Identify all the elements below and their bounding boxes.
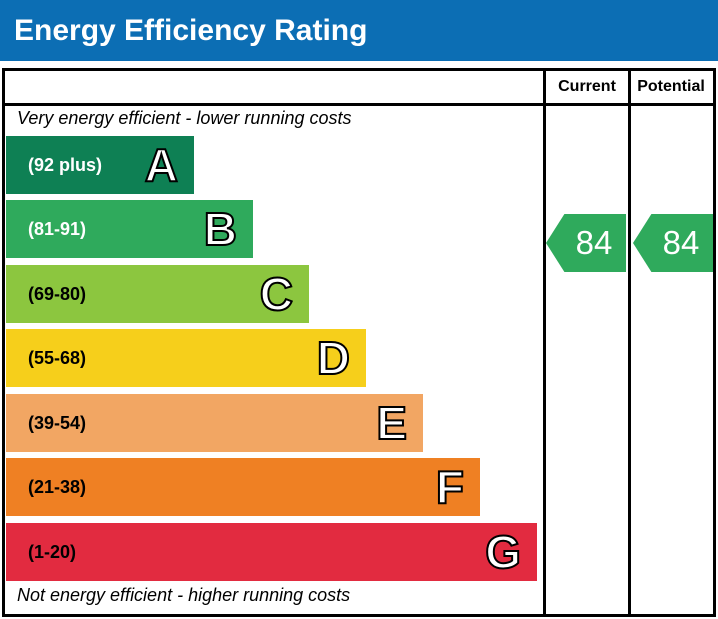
band-range-label: (92 plus)	[28, 154, 103, 175]
band-letter: C	[259, 268, 294, 320]
band-letter: B	[203, 203, 238, 255]
potential-rating-arrow: 84	[633, 214, 713, 272]
band-row-g: (1-20) G	[6, 523, 537, 581]
band-letter: D	[316, 332, 351, 384]
band-range-label: (69-80)	[28, 283, 87, 304]
band-range-label: (81-91)	[28, 218, 87, 239]
bottom-note: Not energy efficient - higher running co…	[17, 585, 351, 605]
band-range-label: (21-38)	[28, 476, 87, 497]
potential-rating-value: 84	[662, 224, 700, 261]
current-rating-arrow: 84	[546, 214, 626, 272]
band-row-e: (39-54) E	[6, 394, 423, 452]
band-row-f: (21-38) F	[6, 458, 480, 516]
band-letter: A	[144, 139, 179, 191]
band-row-a: (92 plus) A	[6, 136, 194, 194]
band-row-c: (69-80) C	[6, 265, 309, 323]
top-note: Very energy efficient - lower running co…	[17, 108, 352, 128]
current-rating-value: 84	[575, 224, 613, 261]
band-letter: E	[375, 397, 408, 449]
band-row-b: (81-91) B	[6, 200, 253, 258]
current-column-header: Current	[558, 78, 616, 95]
rating-table: Current Potential Very energy efficient …	[2, 68, 716, 617]
band-letter: F	[435, 461, 465, 513]
page-title: Energy Efficiency Rating	[14, 13, 368, 47]
band-letter: G	[484, 526, 522, 578]
band-range-label: (39-54)	[28, 412, 87, 433]
band-range-label: (55-68)	[28, 347, 87, 368]
current-column-divider	[543, 71, 546, 614]
potential-column-divider	[628, 71, 631, 614]
band-row-d: (55-68) D	[6, 329, 366, 387]
table-header-row: Current Potential	[5, 71, 713, 106]
potential-column-header: Potential	[637, 78, 705, 95]
title-bar: Energy Efficiency Rating	[0, 0, 718, 61]
band-range-label: (1-20)	[28, 541, 77, 562]
